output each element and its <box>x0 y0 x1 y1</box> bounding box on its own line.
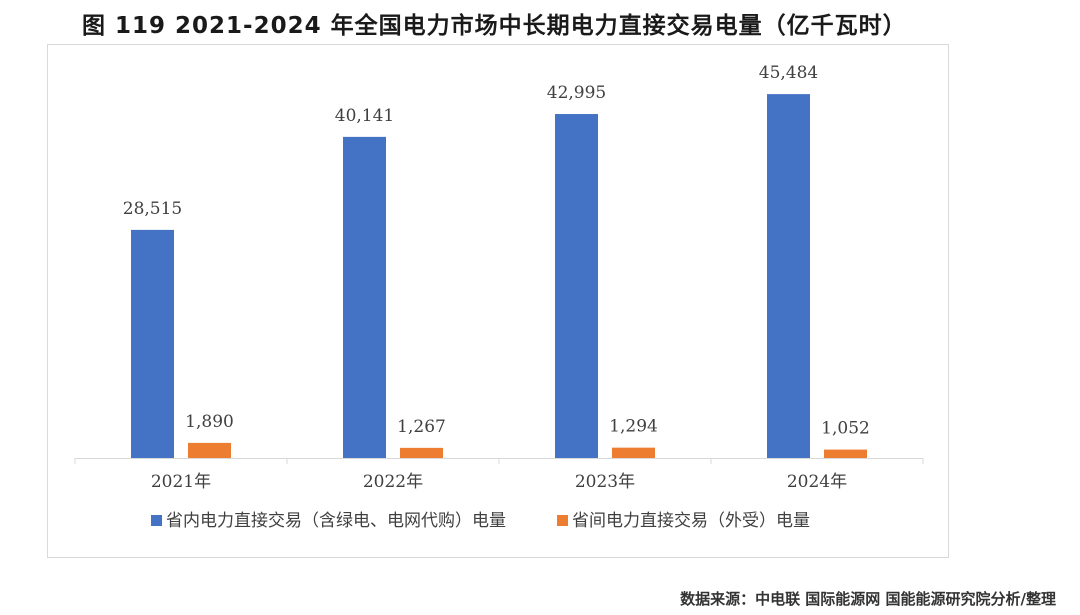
x-tick-label: 2021年 <box>151 472 211 492</box>
data-label: 1,267 <box>397 417 446 437</box>
x-tick-label: 2024年 <box>787 472 847 492</box>
data-label: 42,995 <box>547 83 606 103</box>
figure-title: 图 119 2021-2024 年全国电力市场中长期电力直接交易电量（亿千瓦时） <box>82 13 907 39</box>
chart-area: 28,515 1,890 2021年 40,141 1,267 2022年 42,995 1,… <box>47 44 949 558</box>
bar-intra-provincial <box>767 94 810 459</box>
data-label: 40,141 <box>335 106 394 126</box>
bar-intra-provincial <box>555 114 598 458</box>
legend-label: 省内电力直接交易（含绿电、电网代购）电量 <box>166 511 506 531</box>
bar-intra-provincial <box>131 229 174 458</box>
bar-chart: 28,515 1,890 2021年 40,141 1,267 2022年 42,995 1,… <box>74 63 924 531</box>
data-label: 1,294 <box>609 417 658 437</box>
legend-label: 省间电力直接交易（外受）电量 <box>572 511 810 531</box>
data-label: 28,515 <box>123 199 182 219</box>
data-label: 1,052 <box>821 419 870 439</box>
bar-intra-provincial <box>343 136 386 458</box>
data-label: 1,890 <box>185 412 234 432</box>
bar-inter-provincial <box>400 447 443 458</box>
bar-inter-provincial <box>824 449 867 458</box>
data-label: 45,484 <box>759 63 818 83</box>
bar-inter-provincial <box>188 442 231 458</box>
legend-swatch <box>557 515 568 526</box>
legend-swatch <box>151 515 162 526</box>
x-tick-label: 2022年 <box>363 472 423 492</box>
source-note: 数据来源：中电联 国际能源网 国能能源研究院分析/整理 <box>680 590 1056 608</box>
bar-inter-provincial <box>612 447 655 458</box>
x-tick-label: 2023年 <box>575 472 635 492</box>
